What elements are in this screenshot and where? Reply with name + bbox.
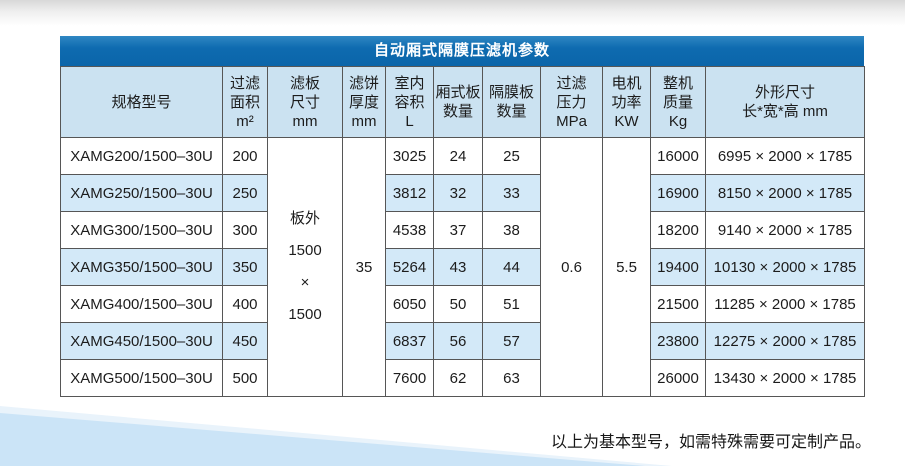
cell-volume: 4538 — [385, 211, 434, 249]
cell-weight: 19400 — [650, 248, 706, 286]
cell-weight: 23800 — [650, 322, 706, 360]
cell-weight: 16000 — [650, 137, 706, 175]
col-header-filter-pressure: 过滤 压力 MPa — [540, 66, 603, 138]
table-row: XAMG400/1500–30U 400 6050 50 51 21500 11… — [60, 285, 865, 323]
table-title: 自动厢式隔膜压滤机参数 — [60, 36, 864, 66]
cell-volume: 6050 — [385, 285, 434, 323]
table-row: XAMG300/1500–30U 300 4538 37 38 18200 91… — [60, 211, 865, 249]
cell-chamber-plates: 56 — [433, 322, 483, 360]
cell-volume: 6837 — [385, 322, 434, 360]
cell-chamber-plates: 24 — [433, 137, 483, 175]
header-row: 规格型号 过滤 面积 m² 滤板 尺寸 mm 滤饼 厚度 mm 室内 容积 L … — [60, 66, 865, 138]
cell-model: XAMG300/1500–30U — [60, 211, 223, 249]
cell-model: XAMG250/1500–30U — [60, 174, 223, 212]
cell-area: 200 — [222, 137, 268, 175]
cell-chamber-plates: 37 — [433, 211, 483, 249]
cell-weight: 26000 — [650, 359, 706, 397]
cell-chamber-plates: 32 — [433, 174, 483, 212]
cell-model: XAMG350/1500–30U — [60, 248, 223, 286]
table-row: XAMG200/1500–30U 200 板外 1500 × 1500 35 3… — [60, 137, 865, 397]
cell-cake-thickness-merged: 35 — [342, 137, 386, 397]
cell-diaphragm-plates: 25 — [482, 137, 541, 175]
cell-dimensions: 6995 × 2000 × 1785 — [705, 137, 865, 175]
col-header-chamber-plate-qty: 厢式板 数量 — [433, 66, 483, 138]
col-header-plate-size: 滤板 尺寸 mm — [267, 66, 343, 138]
table-row: XAMG250/1500–30U 250 3812 32 33 16900 81… — [60, 174, 865, 212]
table-row: XAMG450/1500–30U 450 6837 56 57 23800 12… — [60, 322, 865, 360]
cell-filter-pressure-merged: 0.6 — [540, 137, 603, 397]
cell-area: 500 — [222, 359, 268, 397]
cell-model: XAMG200/1500–30U — [60, 137, 223, 175]
cell-chamber-plates: 62 — [433, 359, 483, 397]
cell-dimensions: 9140 × 2000 × 1785 — [705, 211, 865, 249]
spec-table-container: 自动厢式隔膜压滤机参数 规格型号 过滤 面积 m² 滤板 尺寸 mm 滤饼 厚度… — [60, 36, 865, 397]
table-row: XAMG350/1500–30U 350 5264 43 44 19400 10… — [60, 248, 865, 286]
cell-dimensions: 8150 × 2000 × 1785 — [705, 174, 865, 212]
top-gradient-band — [0, 0, 905, 26]
col-header-diaphragm-plate-qty: 隔膜板 数量 — [482, 66, 541, 138]
cell-diaphragm-plates: 44 — [482, 248, 541, 286]
col-header-chamber-volume: 室内 容积 L — [385, 66, 434, 138]
cell-dimensions: 13430 × 2000 × 1785 — [705, 359, 865, 397]
cell-area: 350 — [222, 248, 268, 286]
cell-diaphragm-plates: 33 — [482, 174, 541, 212]
cell-area: 400 — [222, 285, 268, 323]
cell-plate-size-merged: 板外 1500 × 1500 — [267, 137, 343, 397]
cell-weight: 18200 — [650, 211, 706, 249]
cell-model: XAMG450/1500–30U — [60, 322, 223, 360]
cell-diaphragm-plates: 57 — [482, 322, 541, 360]
footer-note: 以上为基本型号，如需特殊需要可定制产品。 — [550, 434, 871, 451]
cell-area: 450 — [222, 322, 268, 360]
cell-volume: 3025 — [385, 137, 434, 175]
col-header-machine-weight: 整机 质量 Kg — [650, 66, 706, 138]
cell-chamber-plates: 43 — [433, 248, 483, 286]
cell-diaphragm-plates: 51 — [482, 285, 541, 323]
cell-diaphragm-plates: 38 — [482, 211, 541, 249]
cell-diaphragm-plates: 63 — [482, 359, 541, 397]
cell-weight: 21500 — [650, 285, 706, 323]
cell-area: 250 — [222, 174, 268, 212]
cell-weight: 16900 — [650, 174, 706, 212]
col-header-cake-thickness: 滤饼 厚度 mm — [342, 66, 386, 138]
col-header-model: 规格型号 — [60, 66, 223, 138]
cell-chamber-plates: 50 — [433, 285, 483, 323]
spec-table: 规格型号 过滤 面积 m² 滤板 尺寸 mm 滤饼 厚度 mm 室内 容积 L … — [60, 66, 865, 397]
cell-model: XAMG500/1500–30U — [60, 359, 223, 397]
cell-volume: 3812 — [385, 174, 434, 212]
cell-motor-power-merged: 5.5 — [602, 137, 651, 397]
cell-dimensions: 12275 × 2000 × 1785 — [705, 322, 865, 360]
col-header-motor-power: 电机 功率 KW — [602, 66, 651, 138]
cell-model: XAMG400/1500–30U — [60, 285, 223, 323]
cell-dimensions: 10130 × 2000 × 1785 — [705, 248, 865, 286]
table-row: XAMG500/1500–30U 500 7600 62 63 26000 13… — [60, 359, 865, 397]
cell-volume: 7600 — [385, 359, 434, 397]
cell-volume: 5264 — [385, 248, 434, 286]
col-header-dimensions: 外形尺寸 长*宽*高 mm — [705, 66, 865, 138]
cell-dimensions: 11285 × 2000 × 1785 — [705, 285, 865, 323]
cell-area: 300 — [222, 211, 268, 249]
col-header-filter-area: 过滤 面积 m² — [222, 66, 268, 138]
